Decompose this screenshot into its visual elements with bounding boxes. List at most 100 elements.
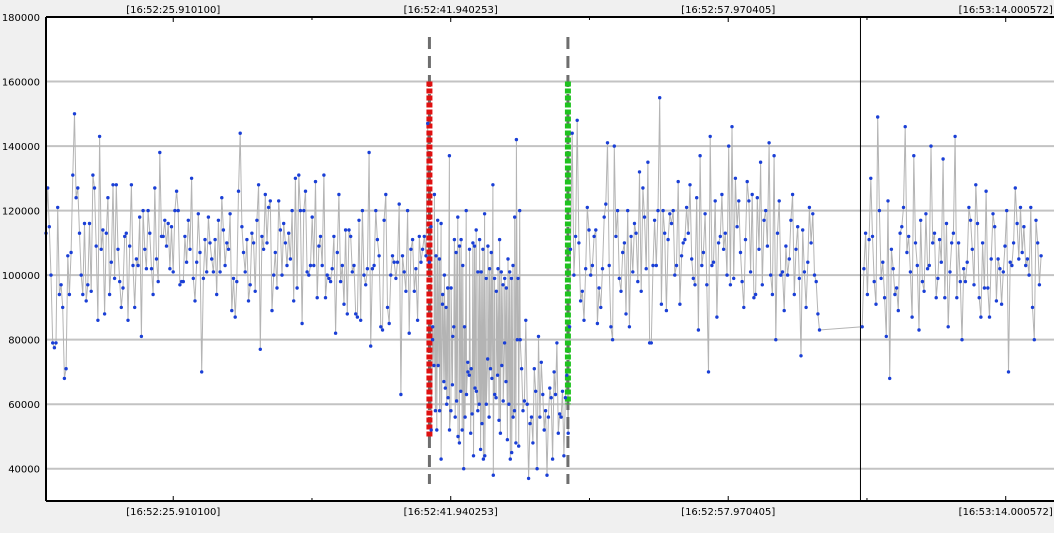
- data-point: [460, 428, 464, 432]
- data-point: [894, 286, 899, 290]
- data-point: [277, 199, 281, 203]
- data-point: [211, 270, 216, 274]
- data-point: [470, 412, 474, 416]
- data-point: [874, 302, 878, 306]
- data-point: [352, 263, 356, 268]
- data-point: [136, 263, 140, 268]
- data-point: [487, 415, 491, 419]
- x-tick-label-bottom: [16:53:14.000572]: [959, 507, 1053, 518]
- data-point: [119, 305, 124, 310]
- data-point: [597, 286, 601, 290]
- data-point: [384, 192, 388, 197]
- data-point: [111, 183, 115, 187]
- data-point: [347, 228, 351, 232]
- data-point: [432, 363, 436, 368]
- data-point: [290, 208, 294, 213]
- data-point: [436, 218, 440, 222]
- data-point: [139, 334, 144, 339]
- data-point: [449, 409, 453, 413]
- data-point: [898, 231, 902, 235]
- data-point: [944, 221, 949, 226]
- data-point: [511, 415, 515, 419]
- data-point: [163, 218, 167, 222]
- data-point: [225, 241, 229, 245]
- data-point: [350, 270, 354, 274]
- data-point: [387, 321, 391, 326]
- data-point: [711, 260, 716, 264]
- data-point: [519, 367, 524, 371]
- data-point: [422, 234, 426, 239]
- data-point: [213, 237, 217, 242]
- data-point: [340, 263, 344, 268]
- data-point: [910, 315, 914, 319]
- data-point: [220, 196, 224, 200]
- data-point: [780, 270, 785, 274]
- data-point: [710, 263, 714, 268]
- data-point: [772, 154, 776, 158]
- data-point: [936, 276, 940, 281]
- data-point: [939, 260, 943, 264]
- data-point: [308, 263, 313, 268]
- data-point: [688, 183, 692, 187]
- data-point: [419, 260, 423, 264]
- data-point: [738, 250, 743, 255]
- data-point: [479, 270, 483, 274]
- data-point: [482, 212, 487, 216]
- data-point: [816, 312, 820, 316]
- data-point: [546, 415, 551, 419]
- data-point: [300, 321, 304, 326]
- data-point: [434, 254, 438, 258]
- data-point: [631, 270, 635, 274]
- data-point: [927, 263, 931, 268]
- data-point: [715, 315, 719, 319]
- data-point: [629, 234, 633, 239]
- data-point: [752, 296, 756, 300]
- data-point: [614, 234, 618, 239]
- data-point: [59, 283, 63, 287]
- data-point: [231, 276, 236, 281]
- data-point: [380, 328, 385, 332]
- data-point: [476, 270, 480, 274]
- data-point: [471, 241, 475, 245]
- range-markers[interactable]: [426, 37, 571, 484]
- data-point: [477, 402, 481, 406]
- data-point: [87, 221, 92, 226]
- data-point: [495, 373, 500, 377]
- data-point: [656, 208, 660, 213]
- data-point: [123, 234, 127, 239]
- data-point: [674, 263, 679, 268]
- data-point: [457, 244, 462, 248]
- data-point: [79, 273, 83, 277]
- data-point: [492, 276, 497, 281]
- data-point: [538, 415, 542, 419]
- data-point: [974, 183, 978, 187]
- data-point: [563, 396, 568, 400]
- data-point: [407, 331, 411, 335]
- data-point: [998, 267, 1002, 271]
- data-point: [502, 341, 507, 345]
- data-point: [690, 257, 694, 261]
- data-point: [118, 279, 122, 284]
- data-point: [449, 286, 453, 290]
- data-point: [196, 212, 200, 216]
- data-point: [627, 325, 632, 329]
- data-point: [903, 125, 907, 129]
- data-point: [164, 244, 169, 248]
- data-point: [568, 247, 573, 251]
- data-point: [129, 183, 134, 187]
- data-point: [782, 308, 786, 313]
- data-point: [1008, 260, 1012, 264]
- y-tick-label: 60000: [8, 400, 40, 411]
- data-point: [397, 202, 401, 206]
- data-point: [570, 131, 574, 135]
- data-point: [558, 412, 562, 416]
- data-point: [453, 415, 457, 419]
- data-point: [750, 192, 754, 197]
- data-point: [748, 270, 753, 274]
- data-point: [922, 289, 926, 293]
- data-point: [206, 215, 211, 219]
- data-point: [433, 409, 438, 413]
- data-point: [201, 276, 206, 281]
- data-point: [920, 279, 925, 284]
- data-point: [459, 237, 463, 242]
